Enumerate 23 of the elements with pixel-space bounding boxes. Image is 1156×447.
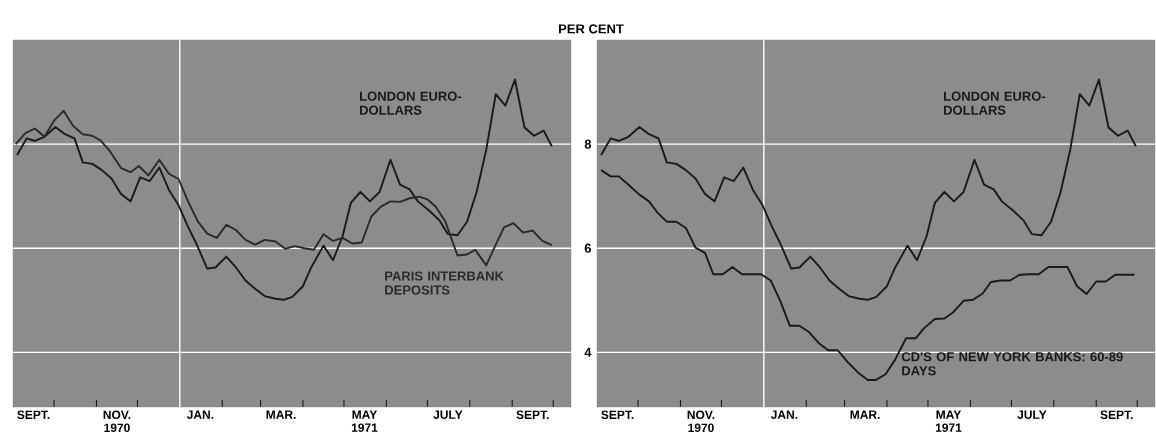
- x-tick-label: SEPT.: [516, 410, 549, 420]
- x-tick-label: JAN.: [186, 410, 214, 419]
- x-tick-label: MAR.: [850, 410, 880, 419]
- x-tick-label: MAY 1971: [935, 410, 962, 432]
- series-label: PARIS INTERBANK DEPOSITS: [385, 271, 504, 295]
- x-tick-label: JAN.: [770, 410, 798, 419]
- x-tick-label: MAR.: [266, 410, 296, 419]
- x-tick-label: SEPT.: [17, 410, 50, 420]
- x-tick-label: NOV. 1970: [687, 410, 715, 433]
- x-tick-label: MAY 1971: [351, 410, 378, 432]
- text: LONDON EURO-DOLLARS: [360, 91, 462, 115]
- text: LONDON EURO-DOLLARS: [944, 91, 1046, 115]
- x-tick-label: JULY: [1017, 410, 1047, 419]
- line-series: [600, 78, 1137, 301]
- x-tick-label: SEPT.: [601, 410, 634, 420]
- x-tick-label: JULY: [433, 410, 463, 419]
- y-tick-label: 4: [584, 347, 592, 357]
- x-tick-label: SEPT.: [1100, 410, 1133, 420]
- y-tick-label: 6: [584, 243, 592, 253]
- series-label: CD'S OF NEW YORK BANKS: 60-89 DAYS: [901, 352, 1123, 376]
- x-tick-label: NOV. 1970: [103, 410, 131, 433]
- y-axis-title: PER CENT: [559, 24, 624, 34]
- y-tick-label: 8: [584, 139, 592, 149]
